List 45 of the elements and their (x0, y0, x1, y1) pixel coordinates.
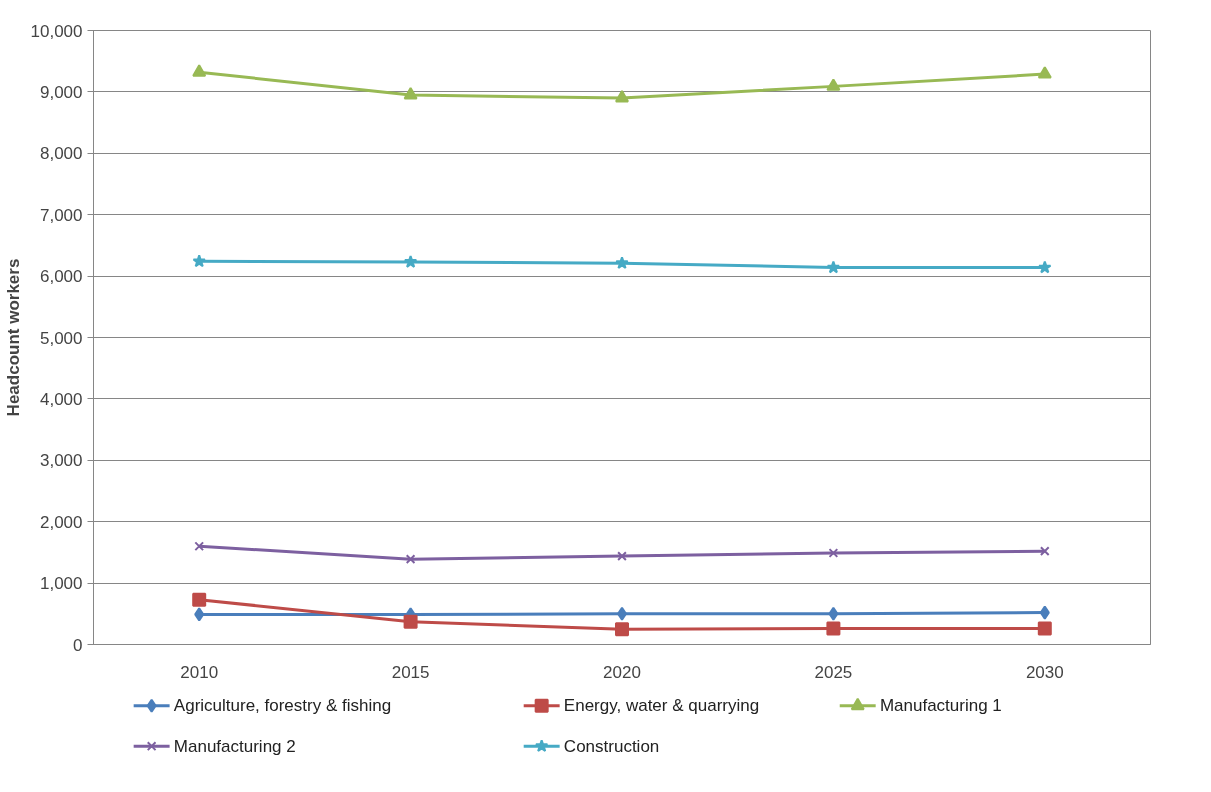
point (828, 606, 839, 621)
y-tick-label: 8,000 (39, 144, 83, 164)
point (403, 614, 418, 629)
point (1037, 621, 1052, 636)
point (615, 256, 629, 270)
point (194, 541, 205, 552)
y-tick-label: 9,000 (39, 82, 83, 102)
y-tick-label: 4,000 (39, 389, 83, 409)
legend-label: Manufacturing 1 (879, 696, 1002, 716)
point (828, 548, 839, 558)
point (1039, 605, 1050, 620)
y-tick-label: 5,000 (39, 328, 83, 348)
y-tick-label: 10,000 (30, 21, 83, 41)
point (194, 607, 205, 622)
x-tick-label: 2015 (391, 662, 430, 682)
point (405, 554, 416, 565)
legend-label: Construction (563, 736, 660, 756)
y-tick-label: 2,000 (39, 512, 83, 532)
point (403, 254, 418, 268)
legend-label: Agriculture, forestry & fishing (173, 696, 392, 716)
point (615, 622, 629, 637)
x-tick-label: 2010 (180, 662, 219, 682)
point (617, 551, 627, 561)
point (1038, 260, 1052, 274)
x-tick-label: 2020 (603, 662, 641, 682)
point (192, 254, 206, 268)
y-tick-label: 3,000 (39, 451, 83, 471)
y-axis-title: Headcount workers (3, 258, 23, 417)
point (826, 78, 841, 91)
point (826, 621, 841, 636)
y-tick-label: 1,000 (39, 574, 83, 594)
point (826, 260, 841, 274)
y-tick-label: 0 (73, 635, 83, 655)
legend-label: Manufacturing 2 (173, 736, 296, 756)
x-tick-label: 2030 (1025, 662, 1064, 682)
y-tick-label: 6,000 (39, 267, 83, 287)
point (1039, 546, 1050, 557)
point (1037, 66, 1052, 79)
x-tick-label: 2025 (814, 662, 853, 682)
point (403, 87, 418, 100)
point (192, 64, 207, 77)
legend-label: Energy, water & quarrying (563, 696, 760, 716)
point (615, 90, 629, 103)
y-tick-label: 7,000 (39, 205, 83, 225)
point (192, 592, 207, 607)
